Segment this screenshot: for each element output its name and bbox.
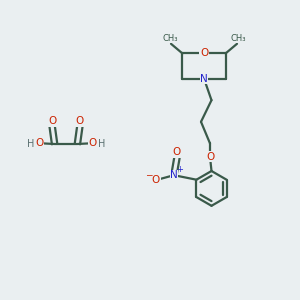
Text: H: H [98,139,105,149]
Text: H: H [27,139,34,149]
Text: CH₃: CH₃ [162,34,178,43]
Text: O: O [173,147,181,158]
Text: O: O [206,152,214,162]
Text: +: + [176,165,183,174]
Text: O: O [76,116,84,126]
Text: N: N [200,74,208,84]
Text: O: O [88,138,97,148]
Text: O: O [48,116,56,126]
Text: O: O [200,48,208,59]
Text: CH₃: CH₃ [230,34,246,43]
Text: N: N [170,170,178,180]
Text: O: O [152,175,160,185]
Text: −: − [145,170,152,179]
Text: O: O [35,138,44,148]
